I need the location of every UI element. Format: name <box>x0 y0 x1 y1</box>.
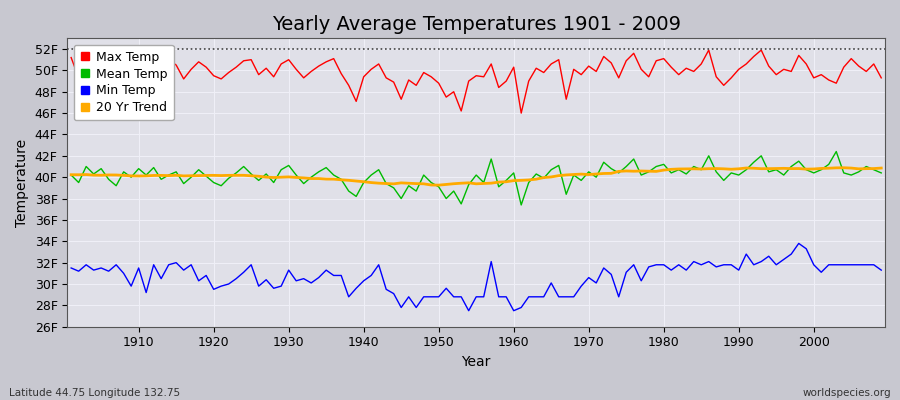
Text: worldspecies.org: worldspecies.org <box>803 388 891 398</box>
Y-axis label: Temperature: Temperature <box>15 138 29 226</box>
Legend: Max Temp, Mean Temp, Min Temp, 20 Yr Trend: Max Temp, Mean Temp, Min Temp, 20 Yr Tre… <box>74 44 174 120</box>
X-axis label: Year: Year <box>462 355 490 369</box>
Text: Latitude 44.75 Longitude 132.75: Latitude 44.75 Longitude 132.75 <box>9 388 180 398</box>
Title: Yearly Average Temperatures 1901 - 2009: Yearly Average Temperatures 1901 - 2009 <box>272 15 680 34</box>
